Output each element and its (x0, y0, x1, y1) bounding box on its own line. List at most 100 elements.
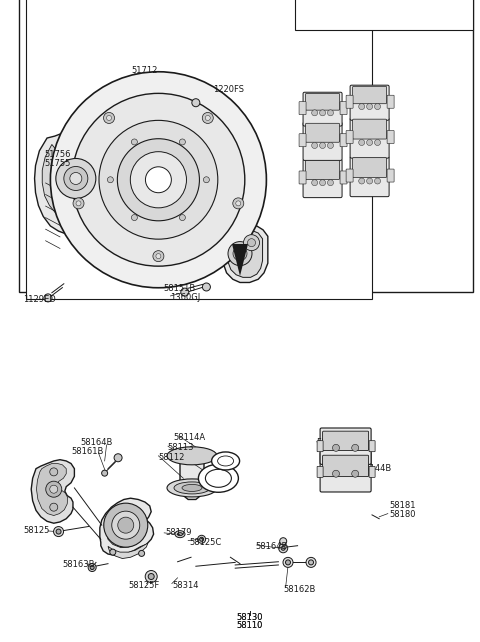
Circle shape (327, 180, 334, 186)
Circle shape (139, 550, 144, 557)
Polygon shape (223, 225, 268, 282)
Polygon shape (36, 464, 68, 516)
Circle shape (312, 180, 318, 186)
Circle shape (44, 294, 52, 302)
Circle shape (283, 557, 293, 568)
Circle shape (50, 468, 58, 476)
Circle shape (72, 93, 245, 266)
Polygon shape (100, 498, 154, 555)
Circle shape (90, 566, 94, 569)
Circle shape (118, 139, 200, 221)
Text: 58164B: 58164B (256, 542, 288, 551)
Circle shape (312, 143, 318, 148)
Circle shape (180, 139, 185, 145)
Circle shape (367, 178, 372, 184)
Circle shape (64, 166, 88, 191)
Circle shape (156, 254, 161, 259)
Circle shape (132, 139, 137, 145)
Polygon shape (31, 460, 74, 523)
Ellipse shape (217, 456, 234, 466)
FancyBboxPatch shape (306, 160, 339, 180)
Polygon shape (35, 132, 119, 234)
Circle shape (233, 198, 244, 209)
Circle shape (236, 201, 241, 206)
FancyBboxPatch shape (350, 157, 389, 196)
Circle shape (280, 538, 287, 544)
Text: 58162B: 58162B (283, 585, 315, 594)
Text: 1220FS: 1220FS (213, 85, 244, 94)
Text: 58130: 58130 (236, 613, 263, 622)
FancyBboxPatch shape (340, 171, 347, 184)
Ellipse shape (198, 464, 239, 492)
FancyBboxPatch shape (387, 169, 394, 182)
Circle shape (359, 178, 365, 184)
Text: 58125C: 58125C (190, 538, 222, 547)
Circle shape (286, 560, 290, 565)
Polygon shape (232, 244, 248, 276)
Circle shape (333, 470, 339, 477)
Ellipse shape (167, 479, 217, 497)
Circle shape (279, 544, 288, 553)
Text: 58114A: 58114A (174, 433, 206, 442)
Circle shape (192, 99, 200, 107)
Circle shape (281, 546, 285, 550)
Circle shape (145, 167, 171, 193)
Text: 58163B: 58163B (62, 560, 95, 569)
Circle shape (54, 526, 63, 537)
FancyBboxPatch shape (303, 122, 342, 160)
FancyBboxPatch shape (369, 440, 375, 452)
Text: 58180: 58180 (390, 510, 416, 519)
Ellipse shape (167, 447, 217, 465)
Text: 58130: 58130 (236, 613, 263, 622)
Bar (19, 0, 473, 292)
FancyBboxPatch shape (299, 134, 306, 147)
Text: 58113: 58113 (167, 443, 193, 452)
FancyBboxPatch shape (323, 455, 369, 476)
Text: 58314: 58314 (173, 581, 199, 590)
Text: 58179: 58179 (165, 528, 192, 537)
Circle shape (320, 110, 325, 116)
Ellipse shape (182, 485, 202, 491)
Text: 58144B: 58144B (359, 464, 391, 473)
Circle shape (56, 529, 61, 534)
Circle shape (50, 485, 58, 493)
Circle shape (228, 241, 252, 266)
Ellipse shape (174, 482, 210, 494)
FancyBboxPatch shape (320, 452, 371, 492)
Polygon shape (42, 144, 88, 220)
Circle shape (108, 177, 113, 183)
FancyBboxPatch shape (299, 101, 306, 115)
FancyBboxPatch shape (340, 101, 347, 115)
FancyBboxPatch shape (346, 169, 353, 182)
FancyBboxPatch shape (346, 95, 353, 108)
Polygon shape (180, 451, 204, 499)
Circle shape (118, 517, 134, 533)
Circle shape (204, 177, 209, 183)
Circle shape (233, 247, 247, 261)
Text: 58151B: 58151B (163, 284, 195, 293)
FancyBboxPatch shape (323, 431, 369, 451)
FancyBboxPatch shape (350, 118, 389, 158)
Text: 58110: 58110 (237, 621, 263, 630)
Text: 58144B: 58144B (317, 438, 349, 447)
Text: 58164B: 58164B (81, 438, 113, 447)
Circle shape (70, 173, 82, 184)
Text: 51712: 51712 (132, 66, 158, 75)
Circle shape (56, 159, 96, 198)
Circle shape (333, 444, 339, 451)
Ellipse shape (175, 531, 185, 537)
Text: 58101B: 58101B (348, 95, 381, 104)
Circle shape (312, 110, 318, 116)
FancyBboxPatch shape (353, 86, 386, 104)
Circle shape (320, 180, 325, 186)
Text: 58110: 58110 (237, 621, 263, 630)
FancyBboxPatch shape (387, 130, 394, 144)
FancyBboxPatch shape (317, 440, 323, 452)
Circle shape (46, 482, 62, 497)
Circle shape (102, 470, 108, 476)
Text: 1360GJ: 1360GJ (170, 293, 201, 302)
FancyBboxPatch shape (303, 159, 342, 198)
Circle shape (114, 454, 122, 462)
Circle shape (320, 143, 325, 148)
Circle shape (306, 557, 316, 568)
